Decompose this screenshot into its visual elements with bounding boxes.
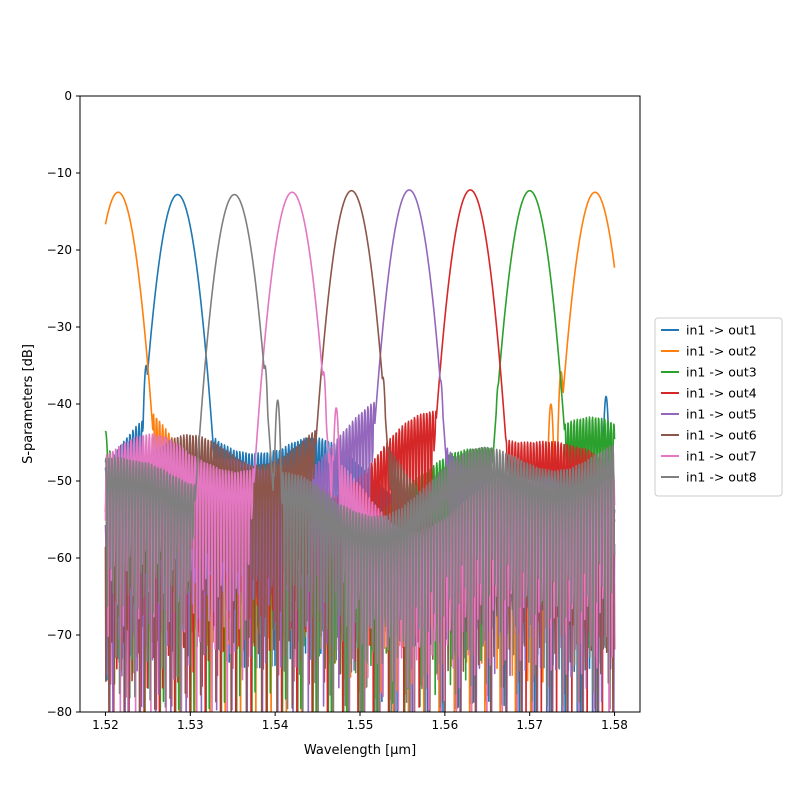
y-tick-label: −70	[47, 628, 72, 642]
x-tick-label: 1.52	[92, 718, 119, 732]
axes-layer: 1.52 1.53 1.54 1.55 1.56 1.57 1.58 0 −10 −20 −30 −4…	[47, 89, 628, 732]
y-tick-label: −80	[47, 705, 72, 719]
legend-label: in1 -> out2	[686, 344, 757, 359]
y-tick-label: −10	[47, 166, 72, 180]
legend-label: in1 -> out3	[686, 365, 757, 380]
legend-label: in1 -> out6	[686, 428, 757, 443]
legend-box	[654, 317, 783, 497]
y-tick-label: 0	[64, 89, 72, 103]
x-tick-label: 1.53	[177, 718, 204, 732]
legend-label: in1 -> out7	[686, 449, 757, 464]
x-tick-label: 1.57	[516, 718, 543, 732]
legend-label: in1 -> out4	[686, 386, 757, 401]
legend: in1 -> out1 in1 -> out2 in1 -> out3 in1 -> …	[654, 317, 783, 497]
x-tick-label: 1.54	[262, 718, 289, 732]
x-axis-label: Wavelength [μm]	[304, 743, 416, 758]
y-axis-label: S-parameters [dB]	[21, 344, 36, 464]
legend-label: in1 -> out1	[686, 323, 757, 338]
legend-label: in1 -> out8	[686, 470, 757, 485]
series-layer	[104, 189, 616, 712]
y-tick-label: −20	[47, 243, 72, 257]
y-tick-label: −30	[47, 320, 72, 334]
x-tick-label: 1.55	[347, 718, 374, 732]
legend-label: in1 -> out5	[686, 407, 757, 422]
y-tick-label: −50	[47, 474, 72, 488]
series-line-8	[104, 193, 616, 712]
y-tick-label: −40	[47, 397, 72, 411]
x-tick-label: 1.56	[431, 718, 458, 732]
y-tick-label: −60	[47, 551, 72, 565]
x-tick-label: 1.58	[601, 718, 628, 732]
